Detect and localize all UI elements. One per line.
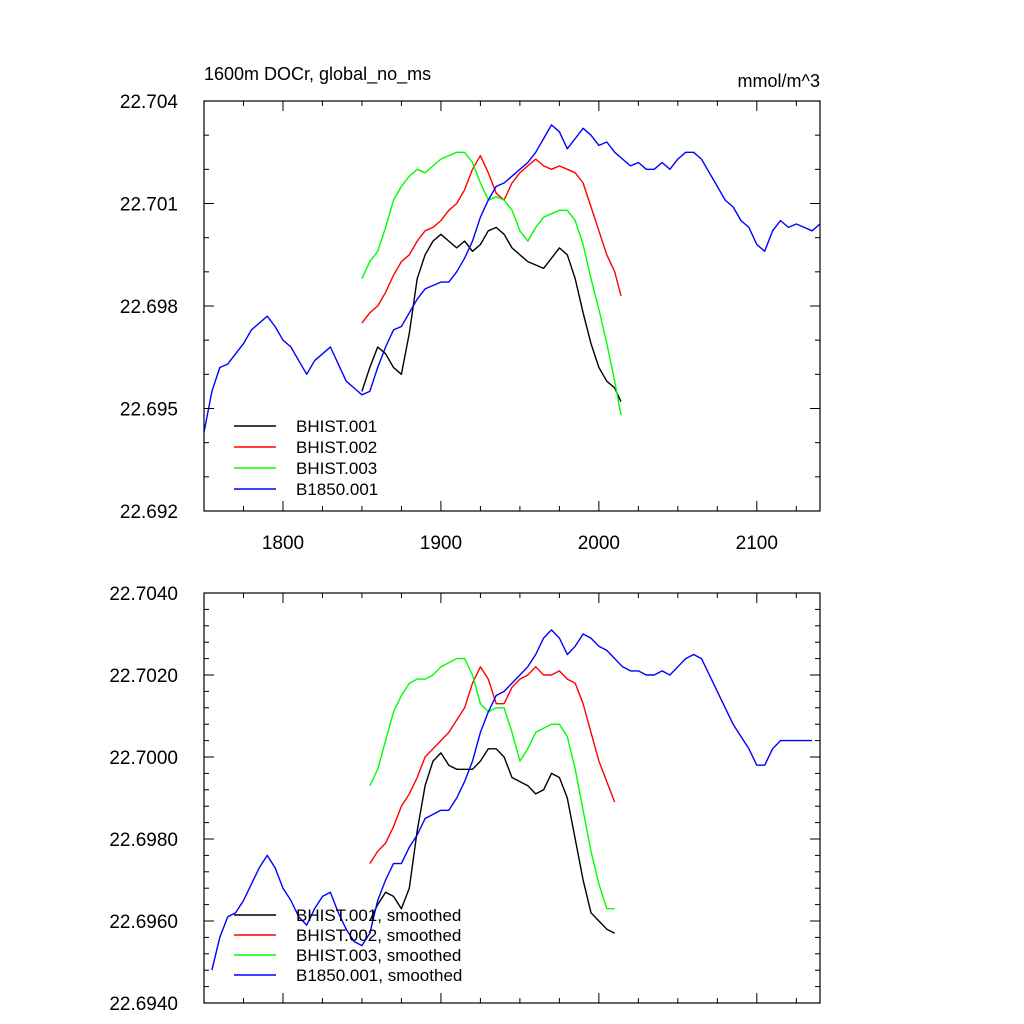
top-x-tick-label: 2000	[578, 533, 620, 554]
bottom-chart: 22.6940 22.6960 22.6980 22.7000 22.7020 22.70…	[109, 584, 821, 1015]
bottom-legend-label-1: BHIST.001, smoothed	[296, 906, 461, 925]
top-x-tick-label: 1900	[420, 533, 462, 554]
bottom-y-tick-label: 22.6980	[109, 830, 178, 851]
top-series-line-1	[361, 226, 622, 402]
top-series-line-3	[361, 151, 622, 416]
bottom-y-tick-label: 22.7000	[109, 748, 178, 769]
bottom-y-tick-label: 22.7020	[109, 666, 178, 687]
top-y-tick-label: 22.704	[120, 92, 179, 113]
top-chart-legend: BHIST.001 BHIST.002 BHIST.003 B1850.001	[234, 417, 378, 499]
top-chart-frame	[203, 100, 821, 512]
bottom-legend-label-4: B1850.001, smoothed	[296, 966, 462, 985]
top-y-tick-label: 22.701	[120, 195, 178, 216]
top-chart-units: mmol/m^3	[738, 71, 820, 91]
bottom-series-line-1	[369, 748, 616, 934]
bottom-y-tick-label: 22.6940	[109, 994, 178, 1015]
top-legend-label-2: BHIST.002	[296, 438, 377, 457]
top-x-tick-label: 2100	[736, 533, 778, 554]
top-x-tick-label: 1800	[262, 533, 304, 554]
top-y-tick-label: 22.692	[120, 502, 178, 523]
bottom-y-tick-label: 22.6960	[109, 912, 178, 933]
bottom-series-line-2	[369, 666, 616, 864]
top-legend-label-4: B1850.001	[296, 480, 378, 499]
top-y-tick-label: 22.695	[120, 400, 178, 421]
bottom-chart-series-group	[211, 629, 813, 971]
top-chart-series-group	[203, 124, 821, 433]
top-chart-title: 1600m DOCr, global_no_ms	[204, 64, 431, 85]
top-y-tick-label: 22.698	[120, 297, 178, 318]
bottom-chart-ticks: 22.6940 22.6960 22.6980 22.7000 22.7020 22.70…	[109, 584, 820, 1015]
top-series-line-4	[203, 124, 821, 433]
top-series-line-2	[361, 154, 622, 324]
top-legend-label-3: BHIST.003	[296, 459, 377, 478]
top-chart: 1600m DOCr, global_no_ms mmol/m^3 1800 19…	[120, 64, 821, 554]
bottom-chart-frame	[203, 592, 821, 1004]
bottom-legend-label-2: BHIST.002, smoothed	[296, 926, 461, 945]
top-chart-ticks: 1800 1900 2000 2100 22.692 22.695 22.698 22.701…	[120, 92, 820, 554]
bottom-legend-label-3: BHIST.003, smoothed	[296, 946, 461, 965]
bottom-y-tick-label: 22.7040	[109, 584, 178, 605]
top-legend-label-1: BHIST.001	[296, 417, 377, 436]
bottom-series-line-4	[211, 629, 813, 971]
bottom-series-line-3	[369, 657, 615, 910]
